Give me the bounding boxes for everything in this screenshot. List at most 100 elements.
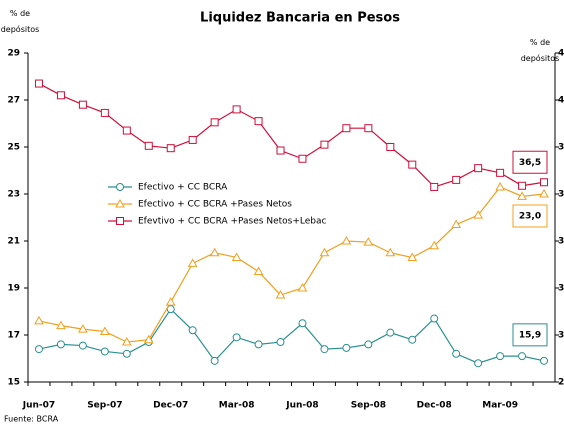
point bbox=[341, 235, 352, 245]
point bbox=[100, 108, 109, 117]
point bbox=[320, 140, 329, 149]
point bbox=[474, 164, 483, 173]
point bbox=[100, 347, 109, 356]
x-tick-label: Mar-09 bbox=[482, 401, 518, 411]
y2-tick-label: 4 bbox=[558, 49, 564, 59]
point bbox=[275, 290, 286, 299]
point bbox=[539, 188, 549, 198]
point bbox=[364, 124, 373, 133]
point bbox=[474, 359, 483, 368]
point bbox=[116, 217, 124, 225]
y-tick-label: 25 bbox=[7, 143, 20, 153]
point bbox=[210, 356, 219, 365]
value-label: 36,5 bbox=[519, 158, 541, 168]
point bbox=[452, 349, 461, 358]
point bbox=[78, 341, 87, 350]
y-tick-label: 21 bbox=[7, 237, 20, 247]
value-label-box bbox=[512, 150, 548, 174]
point bbox=[540, 178, 549, 187]
point bbox=[540, 356, 549, 365]
y-axis-label: % de depósitos bbox=[1, 9, 40, 34]
y2-tick-label: 3 bbox=[558, 331, 564, 341]
x-tick-label: Dec-08 bbox=[417, 401, 452, 411]
point bbox=[496, 352, 505, 361]
y-tick-label: 29 bbox=[7, 49, 20, 59]
point bbox=[408, 335, 417, 344]
point bbox=[210, 118, 219, 127]
point bbox=[254, 117, 263, 126]
point bbox=[56, 340, 65, 349]
point bbox=[122, 349, 131, 358]
axis-label-line: depósitos bbox=[1, 24, 40, 34]
point bbox=[473, 210, 484, 219]
point bbox=[495, 181, 505, 191]
point bbox=[342, 343, 351, 352]
point bbox=[99, 326, 110, 335]
point bbox=[78, 100, 87, 109]
point bbox=[56, 91, 65, 100]
point bbox=[34, 315, 44, 325]
y2-axis-label: % de depósitos bbox=[521, 38, 560, 63]
y2-tick-label: 3 bbox=[558, 190, 564, 200]
x-tick-label: Jun-07 bbox=[22, 401, 55, 411]
value-label: 23,0 bbox=[519, 212, 541, 222]
point bbox=[188, 135, 197, 144]
point bbox=[298, 319, 307, 328]
x-tick-label: Dec-07 bbox=[153, 401, 188, 411]
y-tick-label: 27 bbox=[7, 96, 20, 106]
point bbox=[429, 240, 440, 250]
y-tick-label: 15 bbox=[7, 378, 20, 388]
point bbox=[254, 340, 263, 349]
y2-axis-label-text: % de bbox=[530, 38, 550, 47]
point bbox=[298, 154, 307, 163]
point bbox=[34, 79, 43, 88]
chart-title: Liquidez Bancaria en Pesos bbox=[200, 11, 400, 26]
point bbox=[276, 146, 285, 155]
value-label: 15,9 bbox=[519, 330, 541, 340]
value-label-box bbox=[512, 204, 548, 228]
x-tick-label: Sep-07 bbox=[87, 401, 122, 411]
point bbox=[253, 266, 264, 276]
point bbox=[121, 337, 132, 346]
point bbox=[231, 252, 242, 261]
point bbox=[34, 345, 43, 354]
point bbox=[386, 328, 395, 337]
point bbox=[166, 144, 175, 153]
y2-tick-label: 4 bbox=[558, 96, 564, 106]
point bbox=[165, 297, 176, 306]
point bbox=[143, 334, 154, 344]
y-axis-label-text: % de bbox=[10, 9, 30, 18]
legend-label: Efevtivo + CC BCRA +Pases Netos+Lebac bbox=[138, 217, 326, 227]
y-tick-label: 17 bbox=[7, 331, 20, 341]
x-tick-label: Mar-08 bbox=[219, 401, 255, 411]
point bbox=[209, 247, 220, 257]
point bbox=[386, 143, 395, 151]
x-tick-label: Jun-08 bbox=[285, 401, 318, 411]
axis-label-line: depósitos bbox=[521, 53, 560, 63]
series-line bbox=[38, 83, 545, 188]
series-line bbox=[38, 186, 545, 343]
point bbox=[122, 126, 131, 135]
point bbox=[496, 168, 505, 177]
point bbox=[297, 282, 308, 292]
point bbox=[144, 141, 153, 150]
point bbox=[56, 320, 66, 330]
series: 36,5 bbox=[34, 79, 549, 191]
y-tick-label: 23 bbox=[7, 190, 20, 200]
point bbox=[517, 191, 527, 200]
point bbox=[518, 352, 527, 361]
point bbox=[319, 247, 330, 257]
x-tick-label: Sep-08 bbox=[351, 401, 386, 411]
series: 23,0 bbox=[34, 181, 549, 346]
point bbox=[320, 345, 329, 354]
y2-tick-label: 3 bbox=[558, 237, 564, 247]
y-tick-label: 19 bbox=[7, 284, 20, 294]
point bbox=[407, 252, 418, 261]
point bbox=[363, 237, 374, 246]
point bbox=[116, 183, 124, 191]
y2-tick-label: 3 bbox=[558, 143, 564, 153]
point bbox=[276, 338, 285, 347]
y2-tick-label: 2 bbox=[558, 378, 564, 388]
point bbox=[115, 198, 125, 208]
